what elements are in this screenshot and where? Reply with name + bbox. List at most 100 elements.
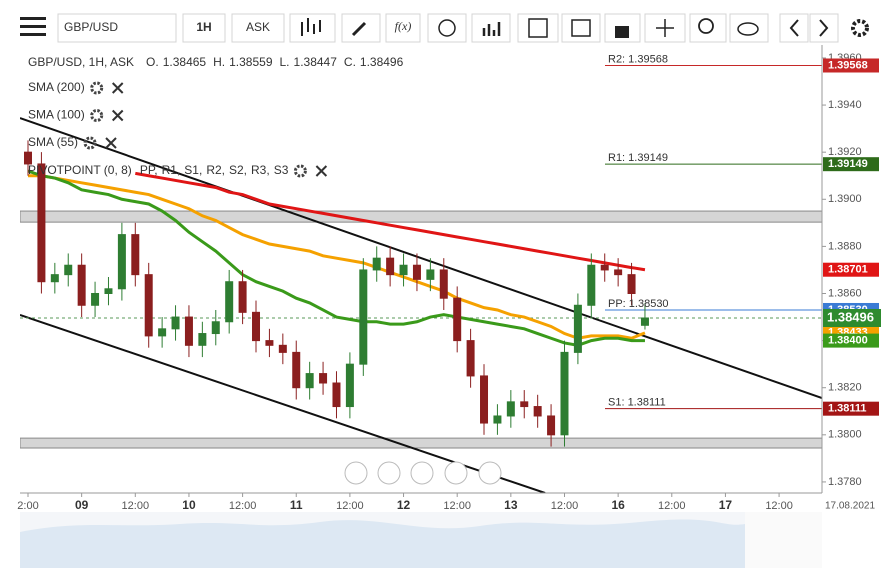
- candle-body: [359, 269, 368, 365]
- candle-body: [332, 382, 341, 408]
- toolbar: GBP/USD 1H ASK f(x): [0, 0, 888, 43]
- y-tick-label: 1.3820: [828, 382, 862, 394]
- legend-remove[interactable]: [315, 165, 328, 177]
- bars-icon: [482, 22, 501, 36]
- next-button[interactable]: [809, 13, 839, 43]
- pivot-label: R2: 1.39568: [608, 53, 668, 65]
- bars-button[interactable]: [471, 13, 511, 43]
- candle-body: [573, 304, 582, 353]
- zoom-button[interactable]: [689, 13, 727, 43]
- candle-body: [24, 151, 33, 165]
- indicator-name: PIVOTPOINT (0, 8): [28, 163, 132, 177]
- scroll-left[interactable]: [344, 461, 368, 485]
- pivot-label: PP: 1.38530: [608, 298, 669, 310]
- reset[interactable]: [410, 461, 434, 485]
- zone: [20, 210, 822, 223]
- legend-entry: SMA (55): [28, 135, 78, 149]
- interval-box[interactable]: [182, 13, 226, 43]
- scroll-right[interactable]: [478, 461, 502, 485]
- candle-body: [453, 297, 462, 342]
- candle-body: [319, 373, 328, 384]
- candle-body: [252, 311, 261, 342]
- y-tick-label: 1.3920: [828, 146, 862, 158]
- side[interactable]: ASK: [246, 20, 270, 34]
- x-tick-label: 17: [719, 498, 733, 512]
- x-tick-label: 11: [290, 498, 303, 512]
- overlay: R2: 1.39568 R1: 1.39149 PP: 1.38530 S1: 1.3…: [17, 45, 881, 512]
- candle-body: [600, 264, 609, 271]
- sma-axis-label: 1.38701: [828, 264, 868, 276]
- ohlc-name: L.: [280, 55, 290, 69]
- calendar-button[interactable]: [517, 13, 559, 43]
- candle-body: [520, 401, 529, 408]
- candle-body: [506, 401, 515, 417]
- zoom-in[interactable]: [444, 461, 468, 485]
- legend-settings[interactable]: [293, 164, 307, 178]
- x-tick-label: 09: [75, 498, 89, 512]
- pivot-axis-label: 1.39568: [828, 59, 868, 71]
- interval[interactable]: 1H: [196, 20, 211, 34]
- candle-body: [560, 351, 569, 436]
- info-button[interactable]: [427, 13, 467, 43]
- ohlc-name: C.: [344, 55, 356, 69]
- candle-body: [265, 340, 274, 346]
- candle-body: [305, 373, 314, 389]
- indicator-item: S3: [274, 163, 289, 177]
- x-tick-label: 10: [182, 498, 196, 512]
- candle-body: [426, 269, 435, 280]
- candle-body: [493, 415, 502, 424]
- legend-remove[interactable]: [111, 109, 124, 122]
- x-tick-label: 12:00: [229, 500, 257, 512]
- legend-entry: SMA (200): [28, 80, 85, 94]
- navigator-area: [20, 519, 745, 568]
- x-tick-label: 12:00: [765, 500, 793, 512]
- legend-settings[interactable]: [90, 109, 104, 122]
- chart-type-button[interactable]: [289, 13, 336, 43]
- candle-body: [399, 264, 408, 276]
- indicator-item: R3,: [251, 163, 270, 177]
- cloud-icon: [737, 22, 759, 36]
- candle-body: [292, 351, 301, 389]
- x-tick-label: 12:00: [122, 500, 150, 512]
- navigator-handle[interactable]: [745, 512, 822, 568]
- candle-body: [117, 234, 126, 290]
- indicator-item: S1,: [184, 163, 202, 177]
- prev-icon: [789, 19, 799, 37]
- y-tick-label: 1.3940: [828, 99, 862, 111]
- candle-body: [64, 264, 73, 276]
- ohlc-value: 1.38496: [360, 55, 404, 69]
- ohlc-value: 1.38559: [229, 55, 273, 69]
- symbol-box[interactable]: [57, 13, 177, 43]
- pivot-label: R1: 1.39149: [608, 152, 668, 164]
- candle-body: [466, 340, 475, 377]
- indicator-item: PP,: [140, 163, 158, 177]
- side-box[interactable]: [231, 13, 285, 43]
- prev-button[interactable]: [779, 13, 809, 43]
- y-tick-label: 1.3800: [828, 429, 862, 441]
- sma-axis-label-box: [823, 262, 879, 277]
- legend-settings[interactable]: [90, 81, 104, 95]
- y-tick-label: 1.3860: [828, 287, 862, 299]
- menu-button[interactable]: [20, 17, 46, 36]
- crosshair-icon: [656, 19, 674, 37]
- x-tick-label: 13: [504, 498, 518, 512]
- x-tick-label: 12:00: [443, 500, 471, 512]
- candle-body: [386, 257, 395, 276]
- symbol[interactable]: GBP/USD: [64, 20, 118, 34]
- function-label[interactable]: f(x): [395, 19, 412, 33]
- candle-body: [480, 375, 489, 424]
- legend-settings[interactable]: [83, 136, 97, 150]
- candle-body: [345, 363, 354, 408]
- cloud-button[interactable]: [729, 13, 769, 43]
- legend-remove[interactable]: [105, 137, 117, 149]
- candle-body: [225, 281, 234, 323]
- last-price-label: 1.38496: [827, 309, 874, 324]
- function-button[interactable]: [385, 13, 421, 43]
- settings-button[interactable]: [851, 19, 869, 37]
- sma-line: [27, 169, 645, 347]
- notes-button[interactable]: [561, 13, 601, 43]
- zoom-out[interactable]: [377, 461, 401, 485]
- candle-body: [627, 274, 636, 294]
- legend-remove[interactable]: [111, 82, 124, 94]
